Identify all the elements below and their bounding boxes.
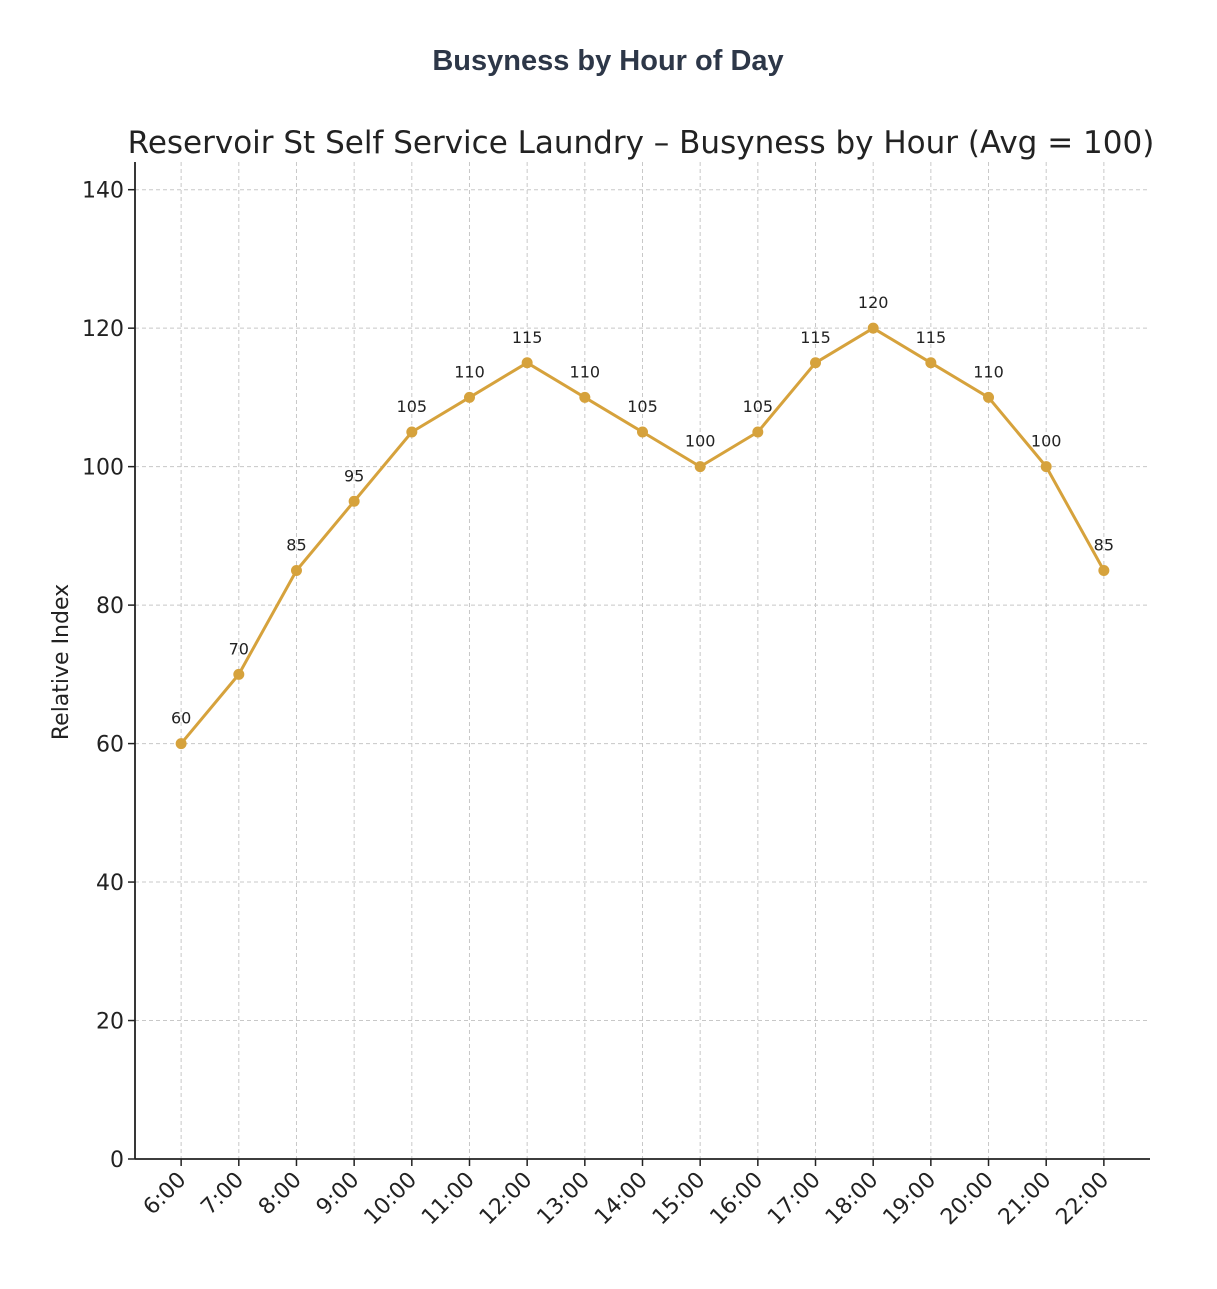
data-point — [175, 738, 187, 750]
y-tick-label: 140 — [82, 179, 124, 204]
data-label: 105 — [397, 397, 428, 416]
chart-title: Reservoir St Self Service Laundry – Busy… — [128, 125, 1155, 161]
data-label: 105 — [627, 397, 658, 416]
y-tick-label: 80 — [96, 594, 124, 619]
data-point — [1098, 564, 1110, 576]
data-label: 115 — [916, 328, 947, 347]
x-tick-label: 14:00 — [590, 1168, 653, 1231]
data-point — [290, 564, 302, 576]
y-tick-label: 60 — [96, 733, 124, 758]
x-tick-label: 8:00 — [254, 1168, 307, 1221]
data-label: 110 — [454, 362, 485, 381]
data-label: 60 — [171, 709, 191, 728]
data-label: 115 — [512, 328, 543, 347]
y-tick-label: 40 — [96, 871, 124, 896]
data-label: 95 — [344, 466, 364, 485]
x-tick-label: 21:00 — [994, 1168, 1057, 1231]
x-tick-label: 18:00 — [821, 1168, 884, 1231]
x-tick-label: 16:00 — [706, 1168, 769, 1231]
data-point — [579, 391, 591, 403]
data-label: 105 — [743, 397, 774, 416]
x-tick-label: 6:00 — [139, 1168, 192, 1221]
page-title: Busyness by Hour of Day — [432, 45, 783, 77]
x-tick-label: 13:00 — [533, 1168, 596, 1231]
x-tick-label: 12:00 — [475, 1168, 538, 1231]
data-label: 115 — [800, 328, 831, 347]
data-point — [752, 426, 764, 438]
data-point — [867, 322, 879, 334]
data-point — [521, 357, 533, 369]
data-point — [983, 391, 995, 403]
data-label: 120 — [858, 293, 889, 312]
data-point — [406, 426, 418, 438]
data-point — [463, 391, 475, 403]
y-axis-label: Relative Index — [49, 584, 74, 740]
data-label: 85 — [1094, 535, 1114, 554]
data-label: 70 — [229, 639, 249, 658]
data-label: 110 — [570, 362, 601, 381]
x-tick-label: 22:00 — [1052, 1168, 1115, 1231]
x-tick-label: 10:00 — [360, 1168, 423, 1231]
data-point — [925, 357, 937, 369]
data-point — [810, 357, 822, 369]
x-tick-label: 11:00 — [417, 1168, 480, 1231]
y-tick-label: 100 — [82, 456, 124, 481]
data-point — [233, 668, 245, 680]
data-label: 100 — [685, 432, 716, 451]
x-tick-label: 7:00 — [196, 1168, 249, 1221]
data-label: 85 — [286, 535, 306, 554]
data-label: 110 — [973, 362, 1004, 381]
x-tick-label: 15:00 — [648, 1168, 711, 1231]
x-tick-label: 19:00 — [879, 1168, 942, 1231]
data-point — [694, 461, 706, 473]
y-tick-label: 120 — [82, 317, 124, 342]
data-point — [1040, 461, 1052, 473]
x-tick-label: 9:00 — [312, 1168, 365, 1221]
x-tick-label: 20:00 — [936, 1168, 999, 1231]
data-point — [348, 495, 360, 507]
data-label: 100 — [1031, 432, 1062, 451]
y-tick-label: 20 — [96, 1010, 124, 1035]
x-tick-label: 17:00 — [763, 1168, 826, 1231]
data-point — [637, 426, 648, 438]
y-tick-label: 0 — [110, 1148, 124, 1173]
